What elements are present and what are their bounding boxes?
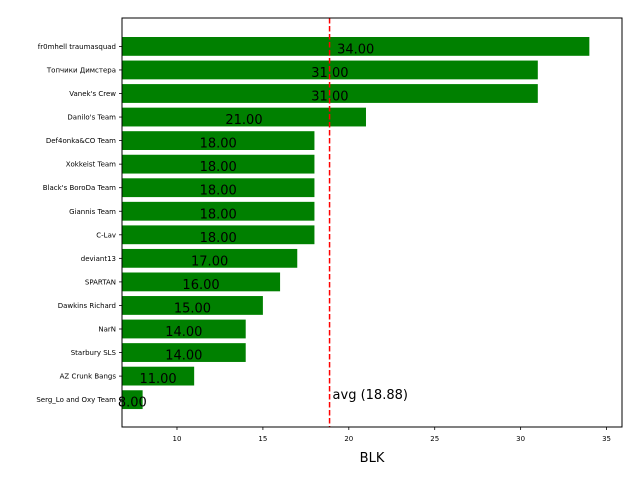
bar: [122, 225, 315, 245]
bar-value-label: 21.00: [225, 113, 262, 128]
bar: [122, 296, 263, 315]
x-axis-ticks: 10 15 20 25 30 35: [173, 427, 611, 443]
y-tick-label: Xokkeist Team: [66, 161, 116, 169]
bar: [122, 107, 366, 127]
bars-layer: [122, 37, 590, 410]
bar: [122, 319, 246, 339]
y-tick-label: fr0mhell traumasquad: [38, 43, 116, 51]
bar: [122, 37, 590, 56]
bar-value-label: 18.00: [200, 184, 237, 199]
bar-value-label: 14.00: [165, 325, 202, 340]
y-tick-label: Starbury SLS: [71, 349, 117, 357]
y-tick-label: Black's BoroDa Team: [43, 184, 116, 192]
y-tick-label: Топчики Димстера: [46, 66, 116, 74]
bar-value-label: 34.00: [337, 42, 374, 57]
y-tick-label: Vanek's Crew: [69, 90, 116, 98]
bar-value-label: 17.00: [191, 254, 228, 269]
y-tick-label: Def4onka&CO Team: [46, 137, 116, 145]
avg-reference-line-layer: avg (18.88): [328, 18, 408, 427]
y-tick-label: Dawkins Richard: [58, 302, 116, 310]
x-tick-label: 15: [258, 435, 267, 443]
bar: [122, 390, 143, 410]
bar-value-label: 16.00: [182, 278, 219, 293]
y-tick-label: AZ Crunk Bangs: [60, 373, 117, 381]
bar-value-label: 11.00: [139, 372, 176, 387]
x-tick-label: 20: [344, 435, 353, 443]
y-tick-label: Danilo's Team: [67, 114, 116, 122]
bar-value-label: 31.00: [311, 90, 348, 105]
y-tick-label: Serg_Lo and Oxy Team: [36, 396, 116, 404]
bar: [122, 248, 298, 268]
bar: [122, 154, 315, 174]
bar-value-label: 18.00: [200, 231, 237, 246]
bar-value-label: 31.00: [311, 66, 348, 81]
bar: [122, 131, 315, 150]
y-tick-label: NarN: [98, 326, 116, 334]
plot-area-frame: [121, 17, 623, 428]
y-tick-label: Giannis Team: [69, 208, 116, 216]
bar: [122, 178, 315, 198]
bar-value-label: 18.00: [200, 137, 237, 152]
bar: [122, 343, 246, 362]
bar-value-label: 18.00: [200, 160, 237, 175]
y-axis-ticks: fr0mhell traumasquad Топчики Димстера Vane…: [36, 43, 122, 404]
x-tick-label: 30: [516, 435, 525, 443]
bar: [122, 272, 281, 292]
bar: [122, 201, 315, 221]
bar-value-label: 8.00: [118, 396, 147, 411]
x-tick-label: 35: [602, 435, 611, 443]
y-tick-label: SPARTAN: [85, 278, 116, 286]
y-tick-label: deviant13: [81, 255, 116, 263]
x-tick-label: 25: [430, 435, 439, 443]
x-tick-label: 10: [173, 435, 182, 443]
bar-value-label: 18.00: [200, 207, 237, 222]
bar-value-label: 15.00: [174, 301, 211, 316]
bar-value-label: 14.00: [165, 349, 202, 364]
y-tick-label: C-Lav: [96, 231, 116, 239]
bar: [122, 366, 195, 386]
bar-labels-layer: 34.00 31.00 31.00 21.00 18.00 18.00 18.00 18.00…: [118, 42, 374, 410]
x-axis-title: BLK: [360, 451, 385, 466]
avg-reference-label: avg (18.88): [333, 388, 408, 403]
